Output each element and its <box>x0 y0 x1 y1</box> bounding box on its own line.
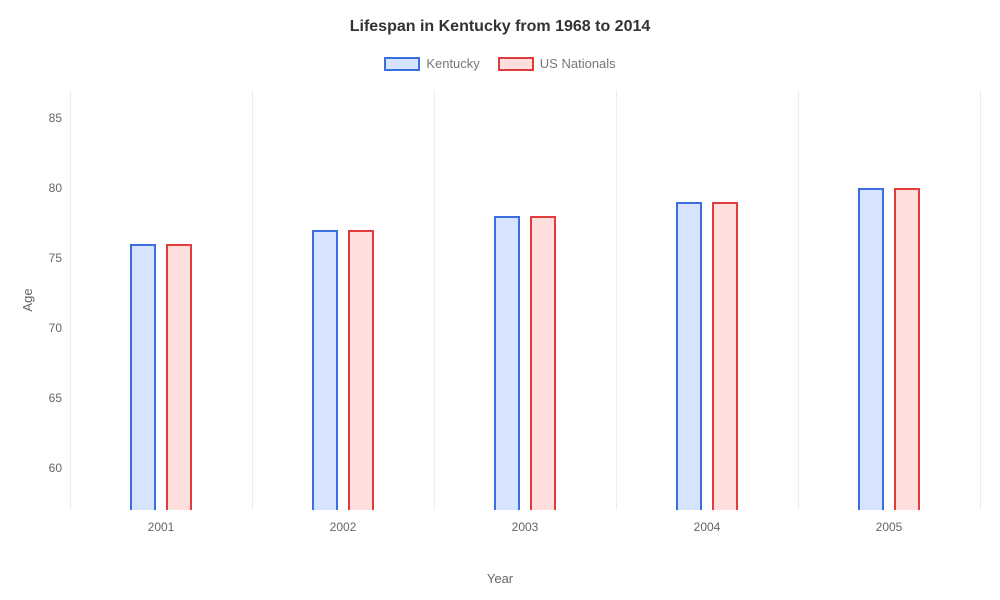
legend-item: US Nationals <box>498 56 616 71</box>
bar <box>676 202 702 510</box>
y-axis-label: Age <box>20 288 35 311</box>
x-tick-label: 2001 <box>148 510 175 534</box>
gridline-vertical <box>70 90 71 510</box>
y-tick-label: 85 <box>49 111 70 125</box>
y-tick-label: 70 <box>49 321 70 335</box>
y-tick-label: 60 <box>49 461 70 475</box>
x-tick-label: 2004 <box>694 510 721 534</box>
gridline-vertical <box>434 90 435 510</box>
bar <box>858 188 884 510</box>
bar <box>348 230 374 510</box>
legend-item: Kentucky <box>384 56 479 71</box>
gridline-vertical <box>980 90 981 510</box>
x-tick-label: 2003 <box>512 510 539 534</box>
x-axis-label: Year <box>0 571 1000 586</box>
legend-label: Kentucky <box>426 56 479 71</box>
y-tick-label: 65 <box>49 391 70 405</box>
bar <box>712 202 738 510</box>
lifespan-chart: Lifespan in Kentucky from 1968 to 2014 K… <box>0 0 1000 600</box>
bar <box>166 244 192 510</box>
chart-legend: Kentucky US Nationals <box>0 56 1000 71</box>
legend-label: US Nationals <box>540 56 616 71</box>
gridline-vertical <box>798 90 799 510</box>
legend-swatch <box>384 57 420 71</box>
y-tick-label: 80 <box>49 181 70 195</box>
x-tick-label: 2005 <box>876 510 903 534</box>
chart-title: Lifespan in Kentucky from 1968 to 2014 <box>0 18 1000 36</box>
bar <box>530 216 556 510</box>
legend-swatch <box>498 57 534 71</box>
x-tick-label: 2002 <box>330 510 357 534</box>
bar <box>894 188 920 510</box>
bar <box>130 244 156 510</box>
bar <box>494 216 520 510</box>
plot-area: 60657075808520012002200320042005 <box>70 90 980 510</box>
bar <box>312 230 338 510</box>
y-tick-label: 75 <box>49 251 70 265</box>
gridline-vertical <box>252 90 253 510</box>
gridline-vertical <box>616 90 617 510</box>
